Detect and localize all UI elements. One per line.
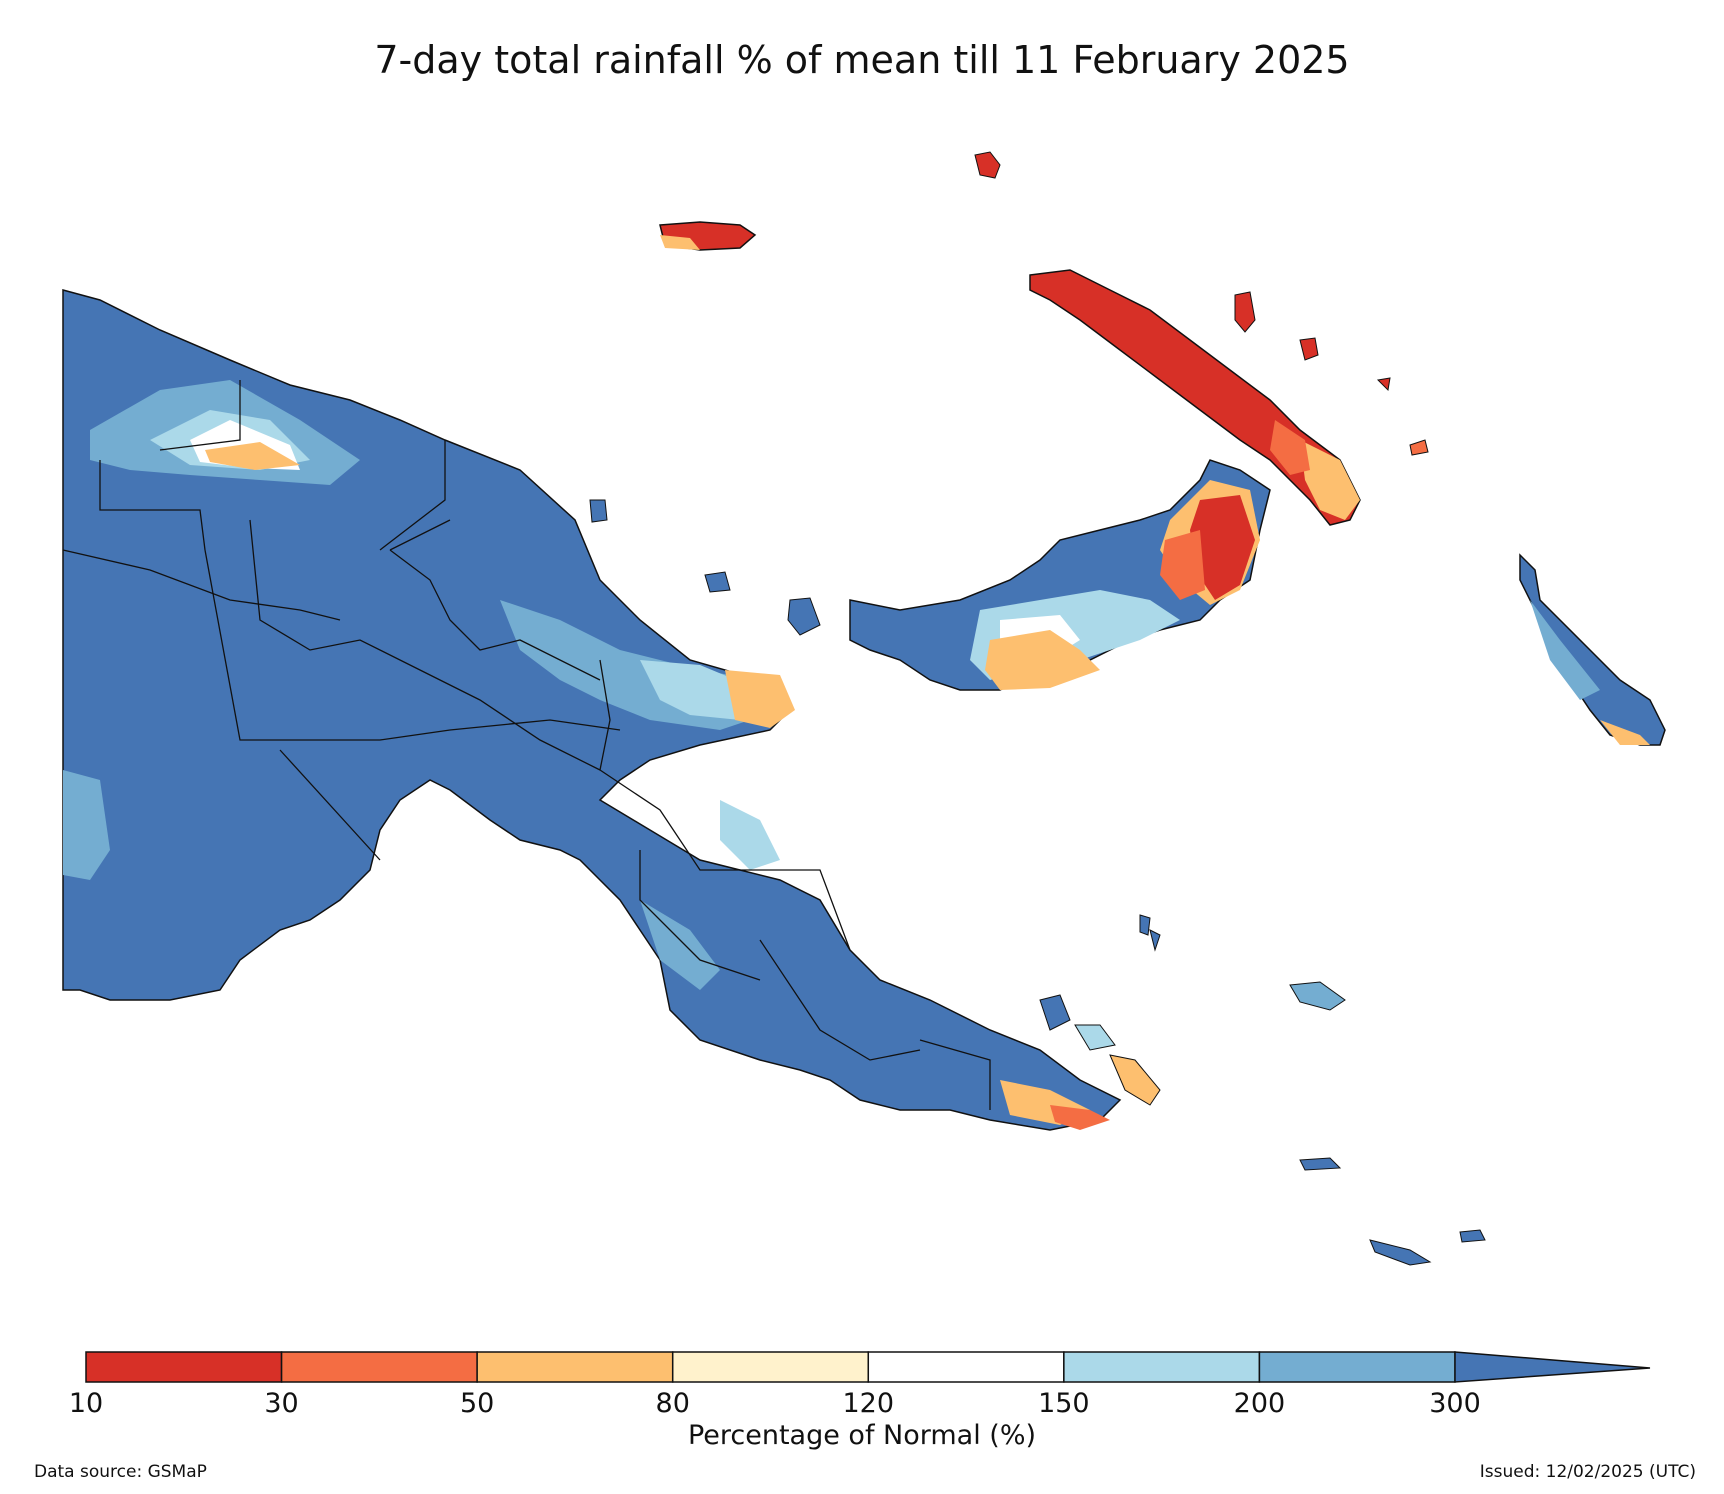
island bbox=[1299, 1157, 1342, 1171]
island bbox=[1299, 337, 1319, 361]
island bbox=[1109, 1054, 1161, 1106]
colorbar-tick: 80 bbox=[655, 1388, 690, 1419]
coast-patch bbox=[720, 800, 780, 870]
mainland bbox=[62, 289, 1122, 1131]
map-title: 7-day total rainfall % of mean till 11 F… bbox=[374, 38, 1350, 82]
province-boundaries bbox=[62, 380, 991, 1110]
colorbar-class-30-50 bbox=[280, 1351, 478, 1383]
tail-red-patch bbox=[1050, 1105, 1110, 1130]
dry-patch-north bbox=[205, 442, 300, 470]
west-patch bbox=[63, 770, 110, 880]
colorbar-tick: 30 bbox=[264, 1388, 299, 1419]
colorbar-tick: 150 bbox=[1038, 1388, 1090, 1419]
nb-dry bbox=[985, 630, 1100, 690]
issued-date: Issued: 12/02/2025 (UTC) bbox=[1479, 1462, 1696, 1482]
rainfall-map bbox=[62, 151, 1666, 1266]
colorbar-tick: 120 bbox=[842, 1388, 895, 1419]
ni-orange bbox=[1270, 420, 1310, 475]
island bbox=[787, 597, 821, 636]
new-ireland-landmass bbox=[1029, 269, 1361, 526]
ni-dry bbox=[1300, 440, 1360, 520]
central-patch-light bbox=[640, 660, 760, 720]
colorbar-tick: 200 bbox=[1233, 1388, 1286, 1419]
colorbar-extend-arrow bbox=[1454, 1351, 1651, 1383]
bougainville-landmass bbox=[1519, 553, 1666, 746]
data-source: Data source: GSMaP bbox=[34, 1462, 207, 1482]
colorbar-class-50-80 bbox=[476, 1351, 674, 1383]
bougainville bbox=[1519, 553, 1666, 746]
new-britain bbox=[849, 459, 1271, 691]
new-britain-landmass bbox=[849, 459, 1271, 691]
colorbar-class-150-200 bbox=[1063, 1351, 1261, 1383]
south-coast-patch bbox=[640, 900, 720, 990]
island bbox=[1409, 439, 1429, 456]
bougainville-dry bbox=[1600, 720, 1650, 745]
island bbox=[1039, 994, 1071, 1031]
new-ireland bbox=[1029, 269, 1361, 526]
nb-east-orange bbox=[1160, 530, 1205, 600]
island bbox=[1234, 291, 1256, 333]
island bbox=[1459, 1229, 1486, 1243]
island bbox=[1369, 1239, 1432, 1266]
island bbox=[1074, 1024, 1116, 1051]
colorbar-tick: 50 bbox=[459, 1388, 495, 1419]
island bbox=[704, 571, 731, 593]
island bbox=[589, 499, 608, 523]
colorbar-class-200-300 bbox=[1258, 1351, 1456, 1383]
east-dry-patch bbox=[725, 670, 795, 728]
manus-dry bbox=[660, 235, 700, 250]
colorbar-class-120-150 bbox=[867, 1351, 1065, 1383]
island bbox=[974, 151, 1001, 179]
island bbox=[1289, 981, 1346, 1011]
colorbar-class-80-120 bbox=[671, 1351, 870, 1383]
small-islands bbox=[589, 151, 1486, 1266]
colorbar-class-10-30 bbox=[85, 1351, 283, 1383]
colorbar-classes bbox=[85, 1351, 1456, 1383]
island bbox=[1149, 929, 1161, 952]
island bbox=[1376, 377, 1391, 392]
island bbox=[1139, 914, 1151, 936]
colorbar-label: Percentage of Normal (%) bbox=[687, 1420, 1037, 1451]
colorbar-tick: 10 bbox=[68, 1388, 104, 1419]
bougainville-light bbox=[1530, 600, 1600, 700]
nb-east-red bbox=[1190, 495, 1255, 600]
colorbar-tick: 300 bbox=[1429, 1388, 1481, 1419]
